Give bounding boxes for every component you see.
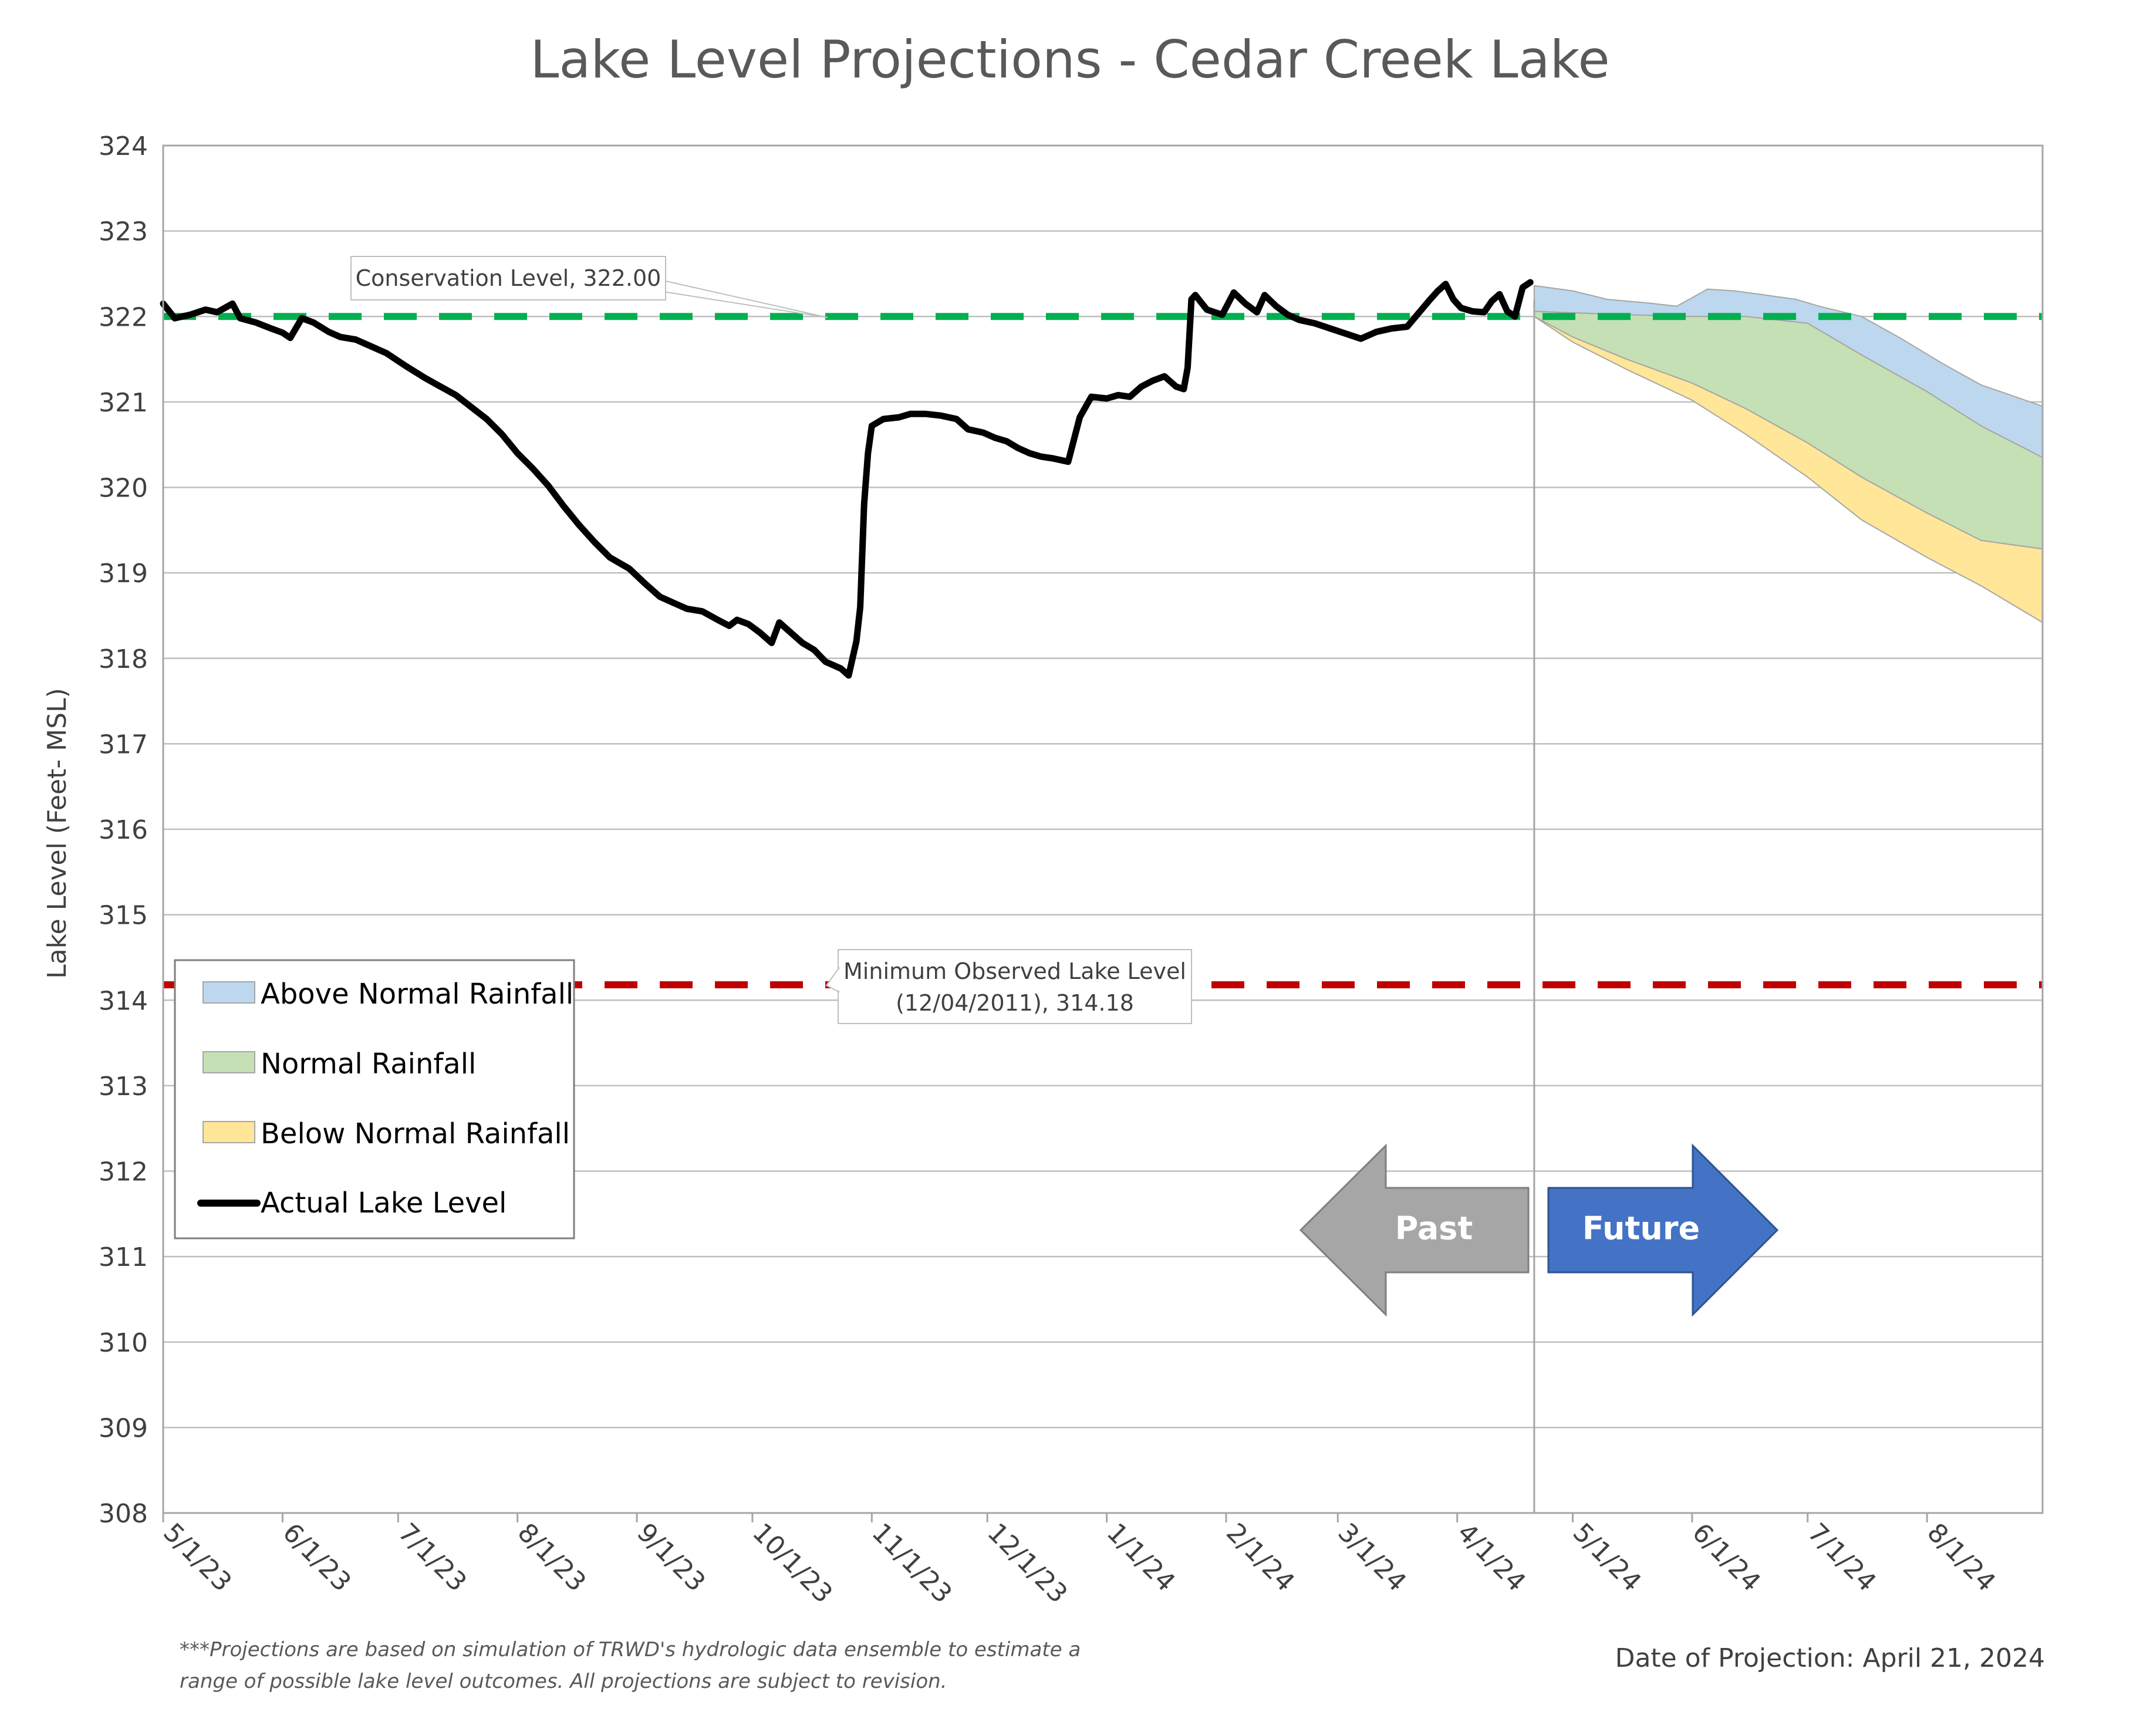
conservation-callout-pointer: [663, 280, 828, 318]
projection-date-text: Date of Projection: April 21, 2024: [1615, 1643, 2045, 1673]
y-tick-label: 308: [99, 1499, 148, 1529]
minimum-level-label-line1: Minimum Observed Lake Level: [843, 958, 1186, 984]
past-arrow-label: Past: [1395, 1210, 1473, 1247]
actual-lake-level-line: [160, 279, 1534, 679]
y-tick-label: 316: [99, 815, 148, 845]
minimum-callout-box: [838, 949, 1192, 1024]
legend-label-actual-level: Actual Lake Level: [261, 1187, 507, 1220]
y-tick-label: 317: [99, 729, 148, 759]
actual-level-series: [160, 279, 1534, 679]
past-arrow: Past: [1299, 1143, 1530, 1317]
legend-label-above-normal: Above Normal Rainfall: [261, 978, 573, 1011]
y-axis-ticks: 308 309 310 311 312 313 314 315 316 317 318 319 320 3…: [99, 131, 148, 1529]
future-arrow: Future: [1547, 1143, 1779, 1317]
footnote-line2: range of possible lake level outcomes. A…: [180, 1670, 947, 1693]
y-tick-label: 312: [99, 1157, 148, 1187]
past-arrow-shape: [1299, 1143, 1530, 1317]
footnote-line1: ***Projections are based on simulation o…: [180, 1638, 1081, 1661]
y-tick-label: 313: [99, 1072, 148, 1102]
conservation-callout-box: [350, 256, 666, 300]
legend: Above Normal Rainfall Normal Rainfall Be…: [174, 959, 575, 1239]
legend-swatch-below-normal: [202, 1121, 255, 1143]
conservation-level-callout: Conservation Level, 322.00: [350, 256, 828, 318]
legend-label-normal: Normal Rainfall: [261, 1048, 476, 1080]
conservation-level-label: Conservation Level, 322.00: [356, 265, 661, 291]
chart-title: Lake Level Projections - Cedar Creek Lak…: [530, 29, 1609, 90]
legend-swatch-above-normal: [202, 981, 255, 1004]
y-tick-label: 314: [99, 986, 148, 1016]
y-tick-label: 315: [99, 901, 148, 931]
future-arrow-shape: [1547, 1143, 1779, 1317]
y-tick-label: 318: [99, 644, 148, 674]
y-tick-label: 322: [99, 302, 148, 332]
y-tick-label: 320: [99, 474, 148, 504]
legend-box: [174, 959, 575, 1239]
y-tick-label: 324: [99, 131, 148, 161]
future-arrow-label: Future: [1582, 1210, 1700, 1247]
y-tick-label: 319: [99, 559, 148, 589]
legend-swatch-normal: [202, 1051, 255, 1073]
minimum-level-callout: Minimum Observed Lake Level (12/04/2011)…: [825, 949, 1192, 1024]
y-tick-label: 323: [99, 217, 148, 247]
y-tick-label: 309: [99, 1413, 148, 1443]
y-tick-label: 311: [99, 1242, 148, 1272]
y-tick-label: 321: [99, 388, 148, 418]
y-tick-label: 310: [99, 1328, 148, 1358]
legend-label-below-normal: Below Normal Rainfall: [261, 1117, 570, 1150]
minimum-level-label-line2: (12/04/2011), 314.18: [896, 990, 1134, 1016]
y-axis-label: Lake Level (Feet- MSL): [42, 688, 72, 978]
plot-area-frame: [162, 144, 2044, 1514]
